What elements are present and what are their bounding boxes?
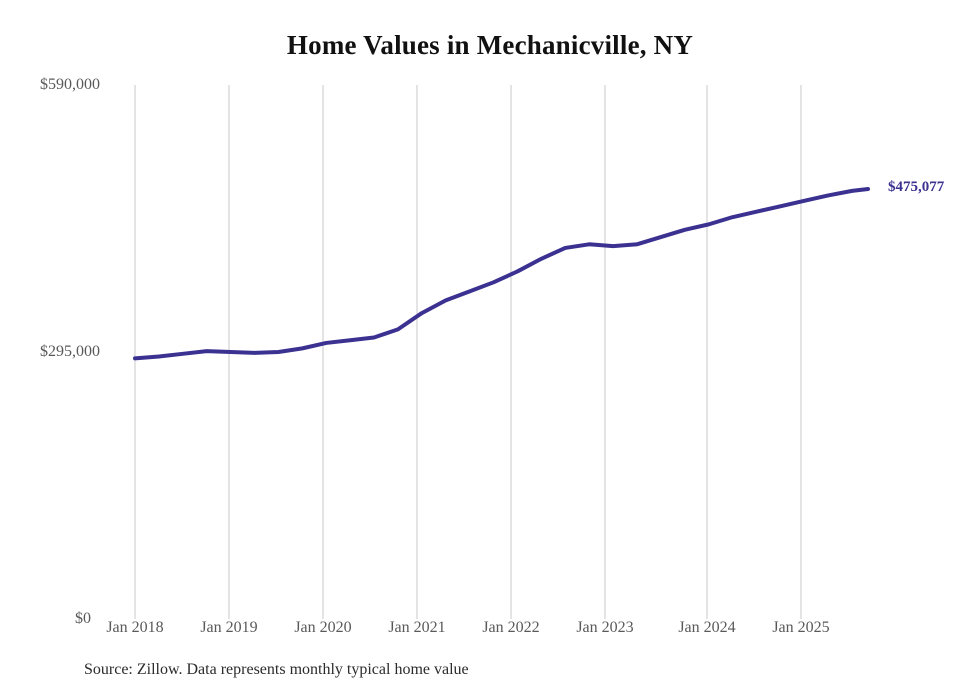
y-tick-label-295000: $295,000 [40, 343, 100, 360]
x-tick-label-jan-2018: Jan 2018 [106, 619, 164, 636]
x-tick-label-jan-2023: Jan 2023 [576, 619, 634, 636]
y-tick-label-0: $0 [75, 610, 91, 627]
series-line-typical-home-value [133, 187, 870, 361]
x-tick-label-jan-2024: Jan 2024 [678, 619, 736, 636]
vertical-gridlines [134, 85, 802, 619]
source-note: Source: Zillow. Data represents monthly … [84, 661, 469, 678]
x-tick-label-jan-2022: Jan 2022 [482, 619, 540, 636]
x-tick-label-jan-2021: Jan 2021 [388, 619, 446, 636]
x-tick-label-jan-2025: Jan 2025 [772, 619, 830, 636]
chart-title: Home Values in Mechanicville, NY [286, 30, 694, 60]
x-tick-label-jan-2020: Jan 2020 [294, 619, 352, 636]
series-end-value-label: $475,077 [888, 179, 945, 195]
y-tick-label-590000: $590,000 [40, 76, 100, 93]
x-tick-label-jan-2019: Jan 2019 [200, 619, 258, 636]
